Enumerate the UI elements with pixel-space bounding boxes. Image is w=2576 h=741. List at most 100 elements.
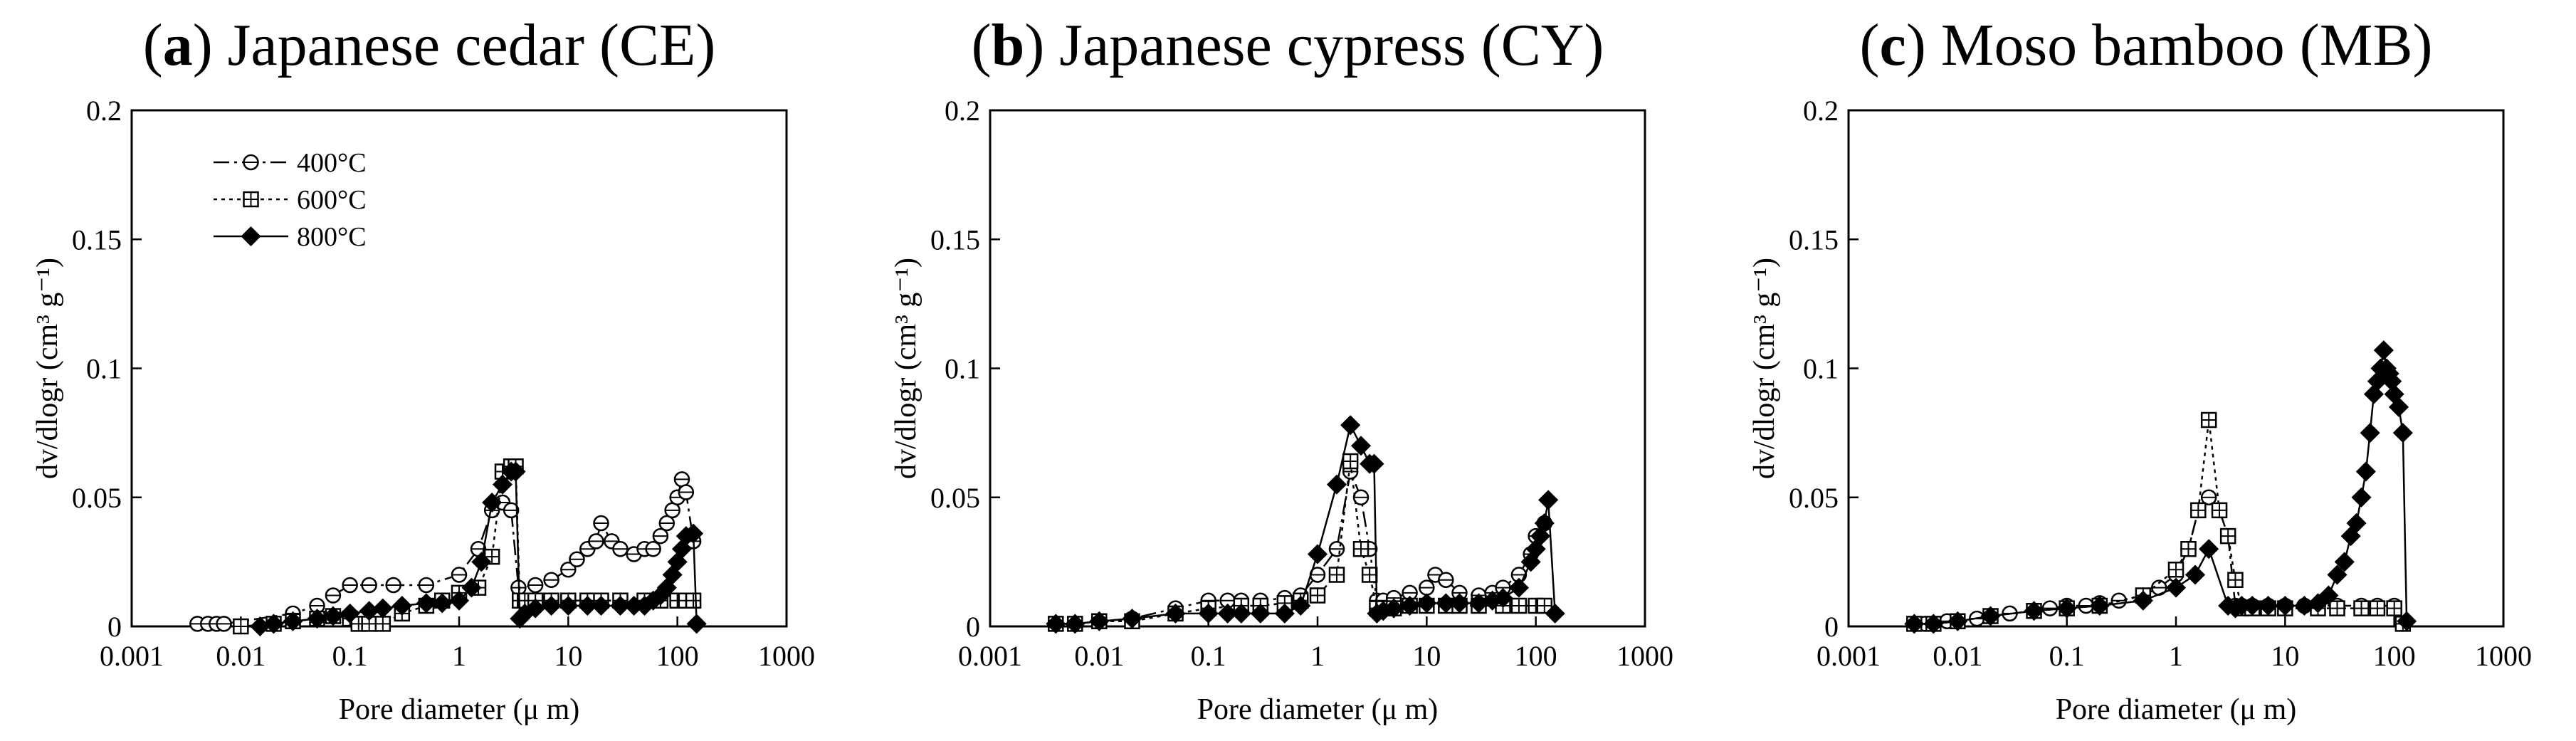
panel-b: (b) Japanese cypress (CY) 0.001 0.01 0.1 1 1… [858, 0, 1717, 741]
data-point [432, 593, 453, 614]
data-point [1538, 490, 1559, 510]
data-point [1384, 598, 1404, 619]
data-point [372, 598, 393, 619]
x-tick-label: 0.001 [100, 640, 164, 672]
x-tick-label: 0.01 [1074, 640, 1124, 672]
data-point [1534, 513, 1555, 534]
data-point [1046, 614, 1066, 634]
data-point [525, 598, 546, 619]
data-point [471, 552, 492, 572]
y-tick-label: 0.1 [86, 353, 122, 385]
panel-letter: b [991, 11, 1025, 78]
chart-title: Moso bamboo (MB) [1940, 11, 2433, 78]
y-axis-label: dv/dlogr (cm³ g⁻¹) [890, 258, 922, 479]
y-axis-label: dv/dlogr (cm³ g⁻¹) [31, 258, 64, 479]
data-point [1274, 603, 1295, 624]
y-tick-label: 0.2 [1803, 95, 1839, 127]
data-point [558, 595, 579, 616]
chart-svg: 0.001 0.01 0.1 1 10 100 1000 0 0.05 0.1 0.15 0.2 Por… [31, 95, 815, 726]
x-axis-label: Pore diameter (μ m) [339, 693, 580, 726]
y-tick-label: 0.15 [72, 224, 122, 256]
x-tick-label: 0.01 [216, 640, 266, 672]
data-point [2388, 396, 2409, 417]
y-axis-label: dv/dlogr (cm³ g⁻¹) [1748, 258, 1781, 479]
data-point [1217, 603, 1238, 624]
data-point [2392, 423, 2413, 443]
x-tick-label: 100 [656, 640, 699, 672]
data-point [448, 590, 470, 611]
data-point [2360, 423, 2380, 443]
data-point [1290, 595, 1311, 616]
y-tick-label: 0.1 [1803, 353, 1839, 385]
x-tick-label: 1 [1310, 640, 1325, 672]
x-tick-label: 1000 [758, 640, 815, 672]
data-point [1198, 603, 1219, 624]
data-point [2318, 585, 2339, 606]
data-point [1165, 603, 1186, 624]
data-point [2242, 595, 2263, 616]
data-point [2089, 595, 2110, 616]
data-point [1364, 453, 1384, 474]
data-point [2351, 487, 2372, 508]
x-tick-label: 10 [1412, 640, 1441, 672]
panel-letter: a [162, 11, 193, 78]
data-point [577, 595, 598, 616]
data-point [1231, 603, 1251, 624]
y-tick-label: 0.05 [72, 482, 122, 514]
data-point [322, 606, 343, 626]
data-point [686, 614, 707, 634]
data-point [492, 474, 513, 495]
x-tick-label: 1 [452, 640, 466, 672]
data-point [2373, 340, 2394, 361]
data-point [1065, 614, 1085, 634]
data-point [340, 603, 360, 624]
y-tick-label: 0.15 [1789, 224, 1839, 256]
panel-c: (c) Moso bamboo (MB) 0.001 0.01 0.1 1 10 100 1… [1717, 0, 2575, 741]
panel-title: (b) Japanese cypress (CY) [971, 11, 1604, 78]
data-point [391, 595, 412, 616]
data-point [2056, 598, 2077, 619]
series-filled-diamond [1904, 340, 2417, 634]
series-filled-diamond [1046, 415, 1565, 634]
y-tick-label: 0 [1824, 611, 1839, 643]
data-point [2165, 577, 2187, 598]
chart-title: Japanese cypress (CY) [1059, 11, 1604, 78]
y-tick-label: 0 [107, 611, 122, 643]
x-axis-label: Pore diameter (μ m) [2056, 693, 2297, 726]
data-point [541, 595, 562, 616]
data-point [1436, 593, 1456, 614]
chart-svg: 0.001 0.01 0.1 1 10 100 1000 0 0.05 0.1 0.15 0.2 Por… [890, 95, 1673, 726]
data-point [1340, 415, 1361, 436]
y-tick-label: 0.2 [945, 95, 980, 127]
data-point [2334, 552, 2355, 572]
x-tick-label: 100 [2373, 640, 2416, 672]
y-tick-label: 0.05 [1789, 482, 1839, 514]
data-point [461, 577, 482, 598]
panel-title: (c) Moso bamboo (MB) [1859, 11, 2433, 78]
x-tick-label: 1000 [2475, 640, 2532, 672]
data-point [241, 226, 261, 247]
data-point [2275, 595, 2296, 616]
data-point [505, 461, 526, 482]
x-tick-label: 1000 [1616, 640, 1673, 672]
series-open-circle [189, 471, 702, 632]
x-tick-label: 0.01 [1933, 640, 1982, 672]
data-point [610, 595, 631, 616]
series-filled-diamond [250, 461, 707, 637]
data-point [2185, 564, 2206, 585]
legend-label: 400°C [297, 148, 367, 178]
data-point [1307, 544, 1328, 564]
data-point [416, 593, 436, 614]
chart-title: Japanese cedar (CE) [227, 11, 716, 78]
data-point [1399, 595, 1420, 616]
y-tick-label: 0 [966, 611, 980, 643]
y-tick-label: 0.05 [930, 482, 980, 514]
x-tick-label: 100 [1515, 640, 1557, 672]
legend: 400°C 600°C 800°C [214, 148, 367, 252]
data-point [1980, 606, 2001, 626]
data-point [2133, 590, 2153, 611]
data-point [2346, 513, 2367, 534]
data-point [307, 609, 327, 629]
x-tick-label: 0.001 [958, 640, 1022, 672]
data-point [1326, 474, 1347, 495]
